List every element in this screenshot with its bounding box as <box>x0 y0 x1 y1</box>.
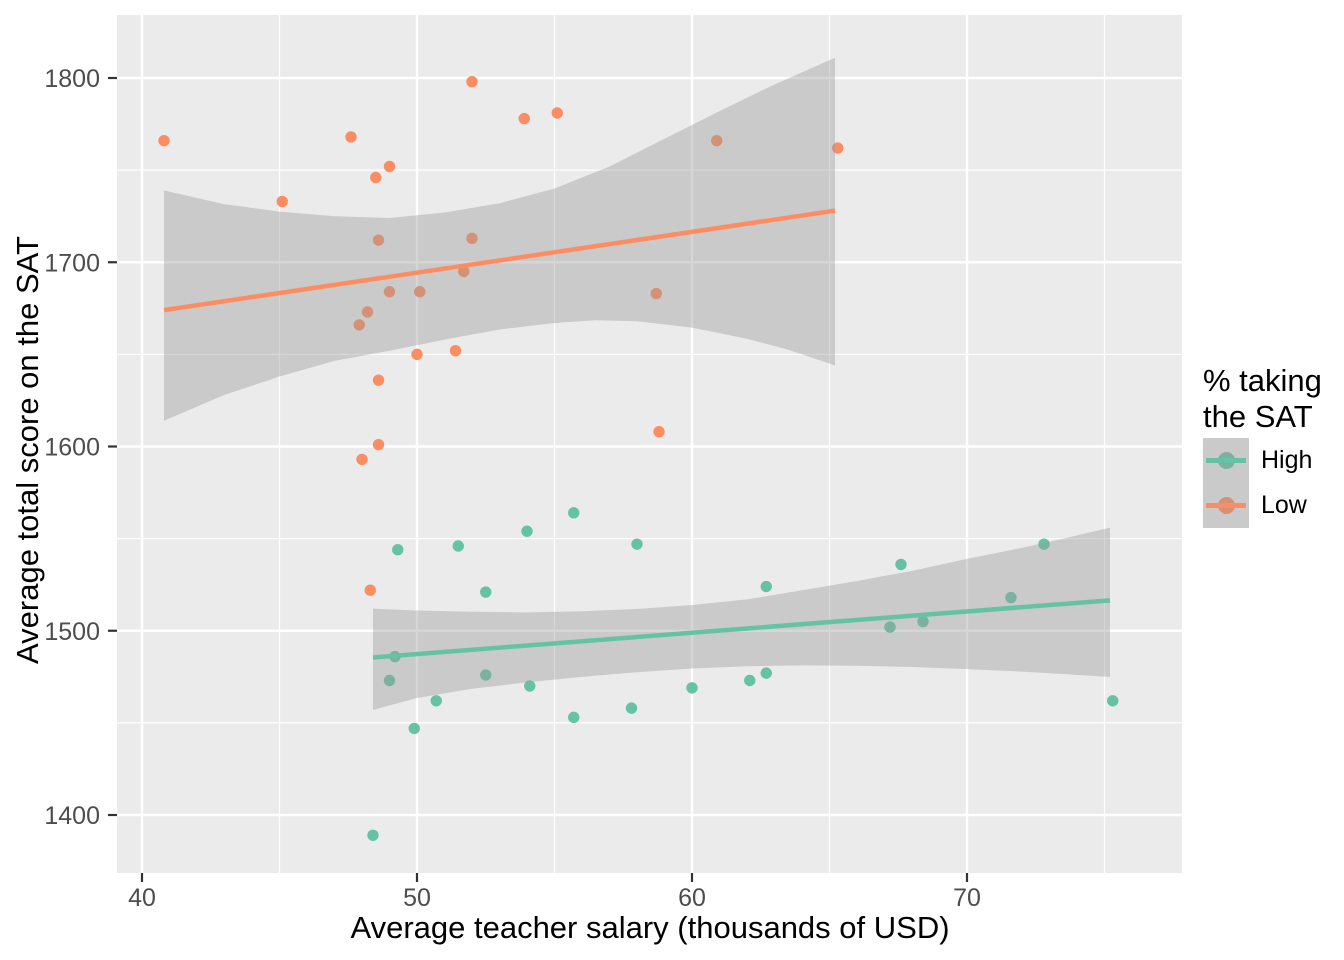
confidence-ribbon-low <box>164 57 835 421</box>
data-point-low <box>370 171 382 184</box>
data-point-high <box>760 667 772 679</box>
data-point-low <box>518 112 530 125</box>
legend-items: High Low <box>1203 438 1322 528</box>
data-point-low <box>551 107 563 119</box>
x-tick-label: 50 <box>403 884 431 912</box>
legend-title-line-1: % taking <box>1203 363 1322 398</box>
data-point-low <box>361 306 374 318</box>
data-point-high <box>452 540 464 552</box>
legend-label-high: High <box>1261 446 1313 474</box>
data-point-high <box>917 615 929 628</box>
data-point-high <box>760 580 772 593</box>
data-point-low <box>832 142 844 154</box>
confidence-ribbon-high <box>373 527 1110 710</box>
data-point-high <box>686 682 698 694</box>
data-point-low <box>372 438 385 451</box>
data-point-high <box>1107 695 1119 707</box>
data-point-low <box>458 265 470 278</box>
points-low <box>158 75 844 596</box>
data-point-low <box>383 160 396 173</box>
legend-key-low <box>1203 483 1249 528</box>
data-point-high <box>631 538 643 550</box>
data-point-high <box>408 722 420 735</box>
data-point-high <box>625 702 638 714</box>
y-tick-label: 1700 <box>44 249 100 277</box>
data-point-low <box>466 75 478 88</box>
data-point-low <box>356 453 368 466</box>
trend-line-high <box>372 598 1111 660</box>
data-point-low <box>653 426 665 438</box>
data-point-low <box>372 374 385 386</box>
data-point-high <box>744 674 756 687</box>
x-tick-label: 60 <box>678 884 706 912</box>
data-point-high <box>521 525 533 537</box>
y-tick-label: 1800 <box>44 65 100 93</box>
data-point-low <box>383 286 396 298</box>
data-point-low <box>364 584 376 596</box>
legend-item-low: Low <box>1203 483 1322 528</box>
y-tick-label: 1600 <box>44 434 100 462</box>
panel-background <box>117 15 1182 873</box>
data-point-high <box>884 621 896 633</box>
data-point-low <box>158 134 170 147</box>
data-point-low <box>650 287 662 300</box>
data-point-low <box>414 286 426 298</box>
x-tick-label: 40 <box>128 884 156 912</box>
data-point-low <box>345 131 357 143</box>
data-point-low <box>466 232 478 244</box>
legend: % taking the SAT High Low <box>1203 363 1322 528</box>
legend-label-low: Low <box>1261 491 1307 519</box>
data-point-high <box>480 669 492 681</box>
data-point-low <box>372 234 385 246</box>
data-point-high <box>524 680 536 692</box>
data-point-high <box>1038 538 1050 550</box>
legend-key-high <box>1203 438 1249 483</box>
data-point-high <box>430 695 442 707</box>
legend-item-high: High <box>1203 438 1322 483</box>
data-point-high <box>568 711 580 724</box>
y-axis-title: Average total score on the SAT <box>10 236 45 664</box>
data-point-high <box>480 586 492 598</box>
y-tick-label: 1500 <box>44 618 100 646</box>
data-point-low <box>711 134 723 147</box>
x-tick-label: 70 <box>953 884 981 912</box>
data-point-low <box>449 344 462 357</box>
legend-line-icon-low <box>1206 503 1246 508</box>
data-point-high <box>367 829 379 841</box>
data-point-high <box>895 558 907 571</box>
legend-title: % taking the SAT <box>1203 363 1322 435</box>
axis-ticks <box>108 76 969 882</box>
y-tick-label: 1400 <box>44 802 100 830</box>
grid-minor <box>117 15 1182 873</box>
data-point-low <box>276 195 288 208</box>
data-point-high <box>383 674 396 687</box>
x-axis-title: Average teacher salary (thousands of USD… <box>350 910 950 945</box>
legend-line-icon-high <box>1206 458 1246 463</box>
trend-line-low <box>163 208 836 313</box>
legend-title-line-2: the SAT <box>1203 399 1313 434</box>
data-point-high <box>568 507 580 519</box>
data-point-low <box>411 348 423 361</box>
data-point-low <box>353 319 365 331</box>
data-point-high <box>1005 591 1017 604</box>
data-point-high <box>392 543 404 556</box>
